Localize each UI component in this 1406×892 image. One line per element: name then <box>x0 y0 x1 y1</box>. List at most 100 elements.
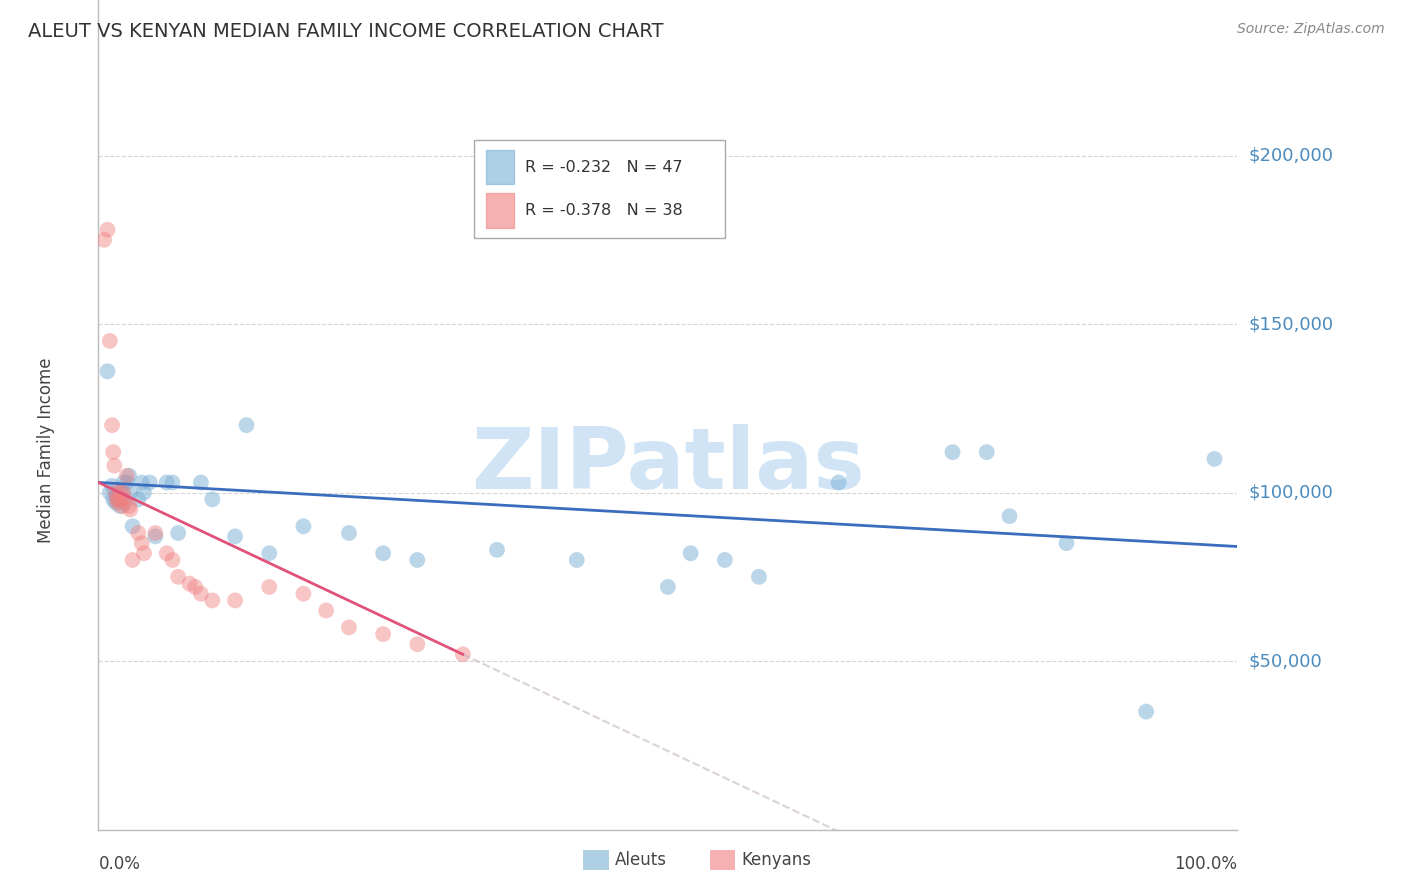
Point <box>115 468 138 483</box>
Point <box>371 627 394 641</box>
Point <box>118 499 141 513</box>
Point <box>714 553 737 567</box>
Point <box>104 485 127 500</box>
Point <box>565 553 588 567</box>
Point <box>107 485 129 500</box>
Text: $50,000: $50,000 <box>1249 652 1322 670</box>
Point <box>112 485 135 500</box>
Text: Kenyans: Kenyans <box>741 851 811 869</box>
Point <box>132 485 155 500</box>
Point <box>190 475 212 490</box>
Point <box>292 587 315 601</box>
Bar <box>485 150 515 185</box>
Point <box>114 496 136 510</box>
Text: Aleuts: Aleuts <box>614 851 666 869</box>
Point <box>112 475 135 490</box>
Point <box>110 492 132 507</box>
Point <box>96 364 118 378</box>
Point <box>292 519 315 533</box>
Text: R = -0.232   N = 47: R = -0.232 N = 47 <box>526 160 683 175</box>
Point <box>976 445 998 459</box>
Bar <box>485 194 515 227</box>
Point <box>657 580 679 594</box>
Point <box>337 526 360 541</box>
Point <box>120 502 142 516</box>
Point <box>98 334 121 348</box>
Point <box>371 546 394 560</box>
Point <box>104 496 127 510</box>
Point <box>101 479 124 493</box>
Point <box>1135 705 1157 719</box>
Point <box>138 475 160 490</box>
Point <box>259 580 281 594</box>
Point <box>235 418 257 433</box>
Point <box>145 526 167 541</box>
Point <box>1204 451 1226 466</box>
Text: ALEUT VS KENYAN MEDIAN FAMILY INCOME CORRELATION CHART: ALEUT VS KENYAN MEDIAN FAMILY INCOME COR… <box>28 22 664 41</box>
Point <box>96 223 118 237</box>
Point <box>190 587 212 601</box>
Point <box>121 553 143 567</box>
Point <box>998 509 1021 524</box>
Point <box>105 492 128 507</box>
Text: $200,000: $200,000 <box>1249 146 1333 165</box>
Point <box>103 492 125 507</box>
Point <box>145 529 167 543</box>
Point <box>167 526 190 541</box>
Point <box>1054 536 1078 550</box>
Point <box>127 492 149 507</box>
Point <box>162 553 184 567</box>
Point <box>98 485 121 500</box>
Point <box>406 553 429 567</box>
Point <box>120 485 142 500</box>
Point <box>179 576 201 591</box>
Point <box>337 620 360 634</box>
Point <box>156 546 179 560</box>
Point <box>110 492 132 507</box>
Point <box>107 496 129 510</box>
Text: Median Family Income: Median Family Income <box>37 358 55 543</box>
Point <box>115 475 138 490</box>
Point <box>451 648 474 662</box>
Text: ZIPatlas: ZIPatlas <box>471 424 865 508</box>
Text: $100,000: $100,000 <box>1249 483 1333 501</box>
Point <box>828 475 851 490</box>
Point <box>127 526 149 541</box>
Point <box>111 485 134 500</box>
Point <box>156 475 179 490</box>
Point <box>93 233 115 247</box>
Point <box>121 519 143 533</box>
Text: $150,000: $150,000 <box>1249 315 1333 333</box>
Point <box>131 475 153 490</box>
Point <box>118 468 141 483</box>
Point <box>486 542 509 557</box>
Point <box>406 637 429 651</box>
Point <box>103 445 125 459</box>
Text: R = -0.378   N = 38: R = -0.378 N = 38 <box>526 203 683 218</box>
Text: 100.0%: 100.0% <box>1174 855 1237 872</box>
Point <box>105 489 128 503</box>
Point <box>748 570 770 584</box>
Point <box>108 492 131 507</box>
Point <box>114 492 136 507</box>
Point <box>201 492 224 507</box>
Point <box>942 445 965 459</box>
Point <box>315 603 337 617</box>
Point <box>224 529 246 543</box>
Point <box>111 499 134 513</box>
Point <box>132 546 155 560</box>
Point <box>224 593 246 607</box>
Point <box>108 499 131 513</box>
Point <box>679 546 702 560</box>
Point <box>162 475 184 490</box>
Point <box>108 485 131 500</box>
Point <box>101 418 124 433</box>
Point <box>167 570 190 584</box>
Point <box>201 593 224 607</box>
Point <box>103 458 125 473</box>
FancyBboxPatch shape <box>474 139 725 238</box>
Point <box>131 536 153 550</box>
Point <box>259 546 281 560</box>
Text: 0.0%: 0.0% <box>98 855 141 872</box>
Text: Source: ZipAtlas.com: Source: ZipAtlas.com <box>1237 22 1385 37</box>
